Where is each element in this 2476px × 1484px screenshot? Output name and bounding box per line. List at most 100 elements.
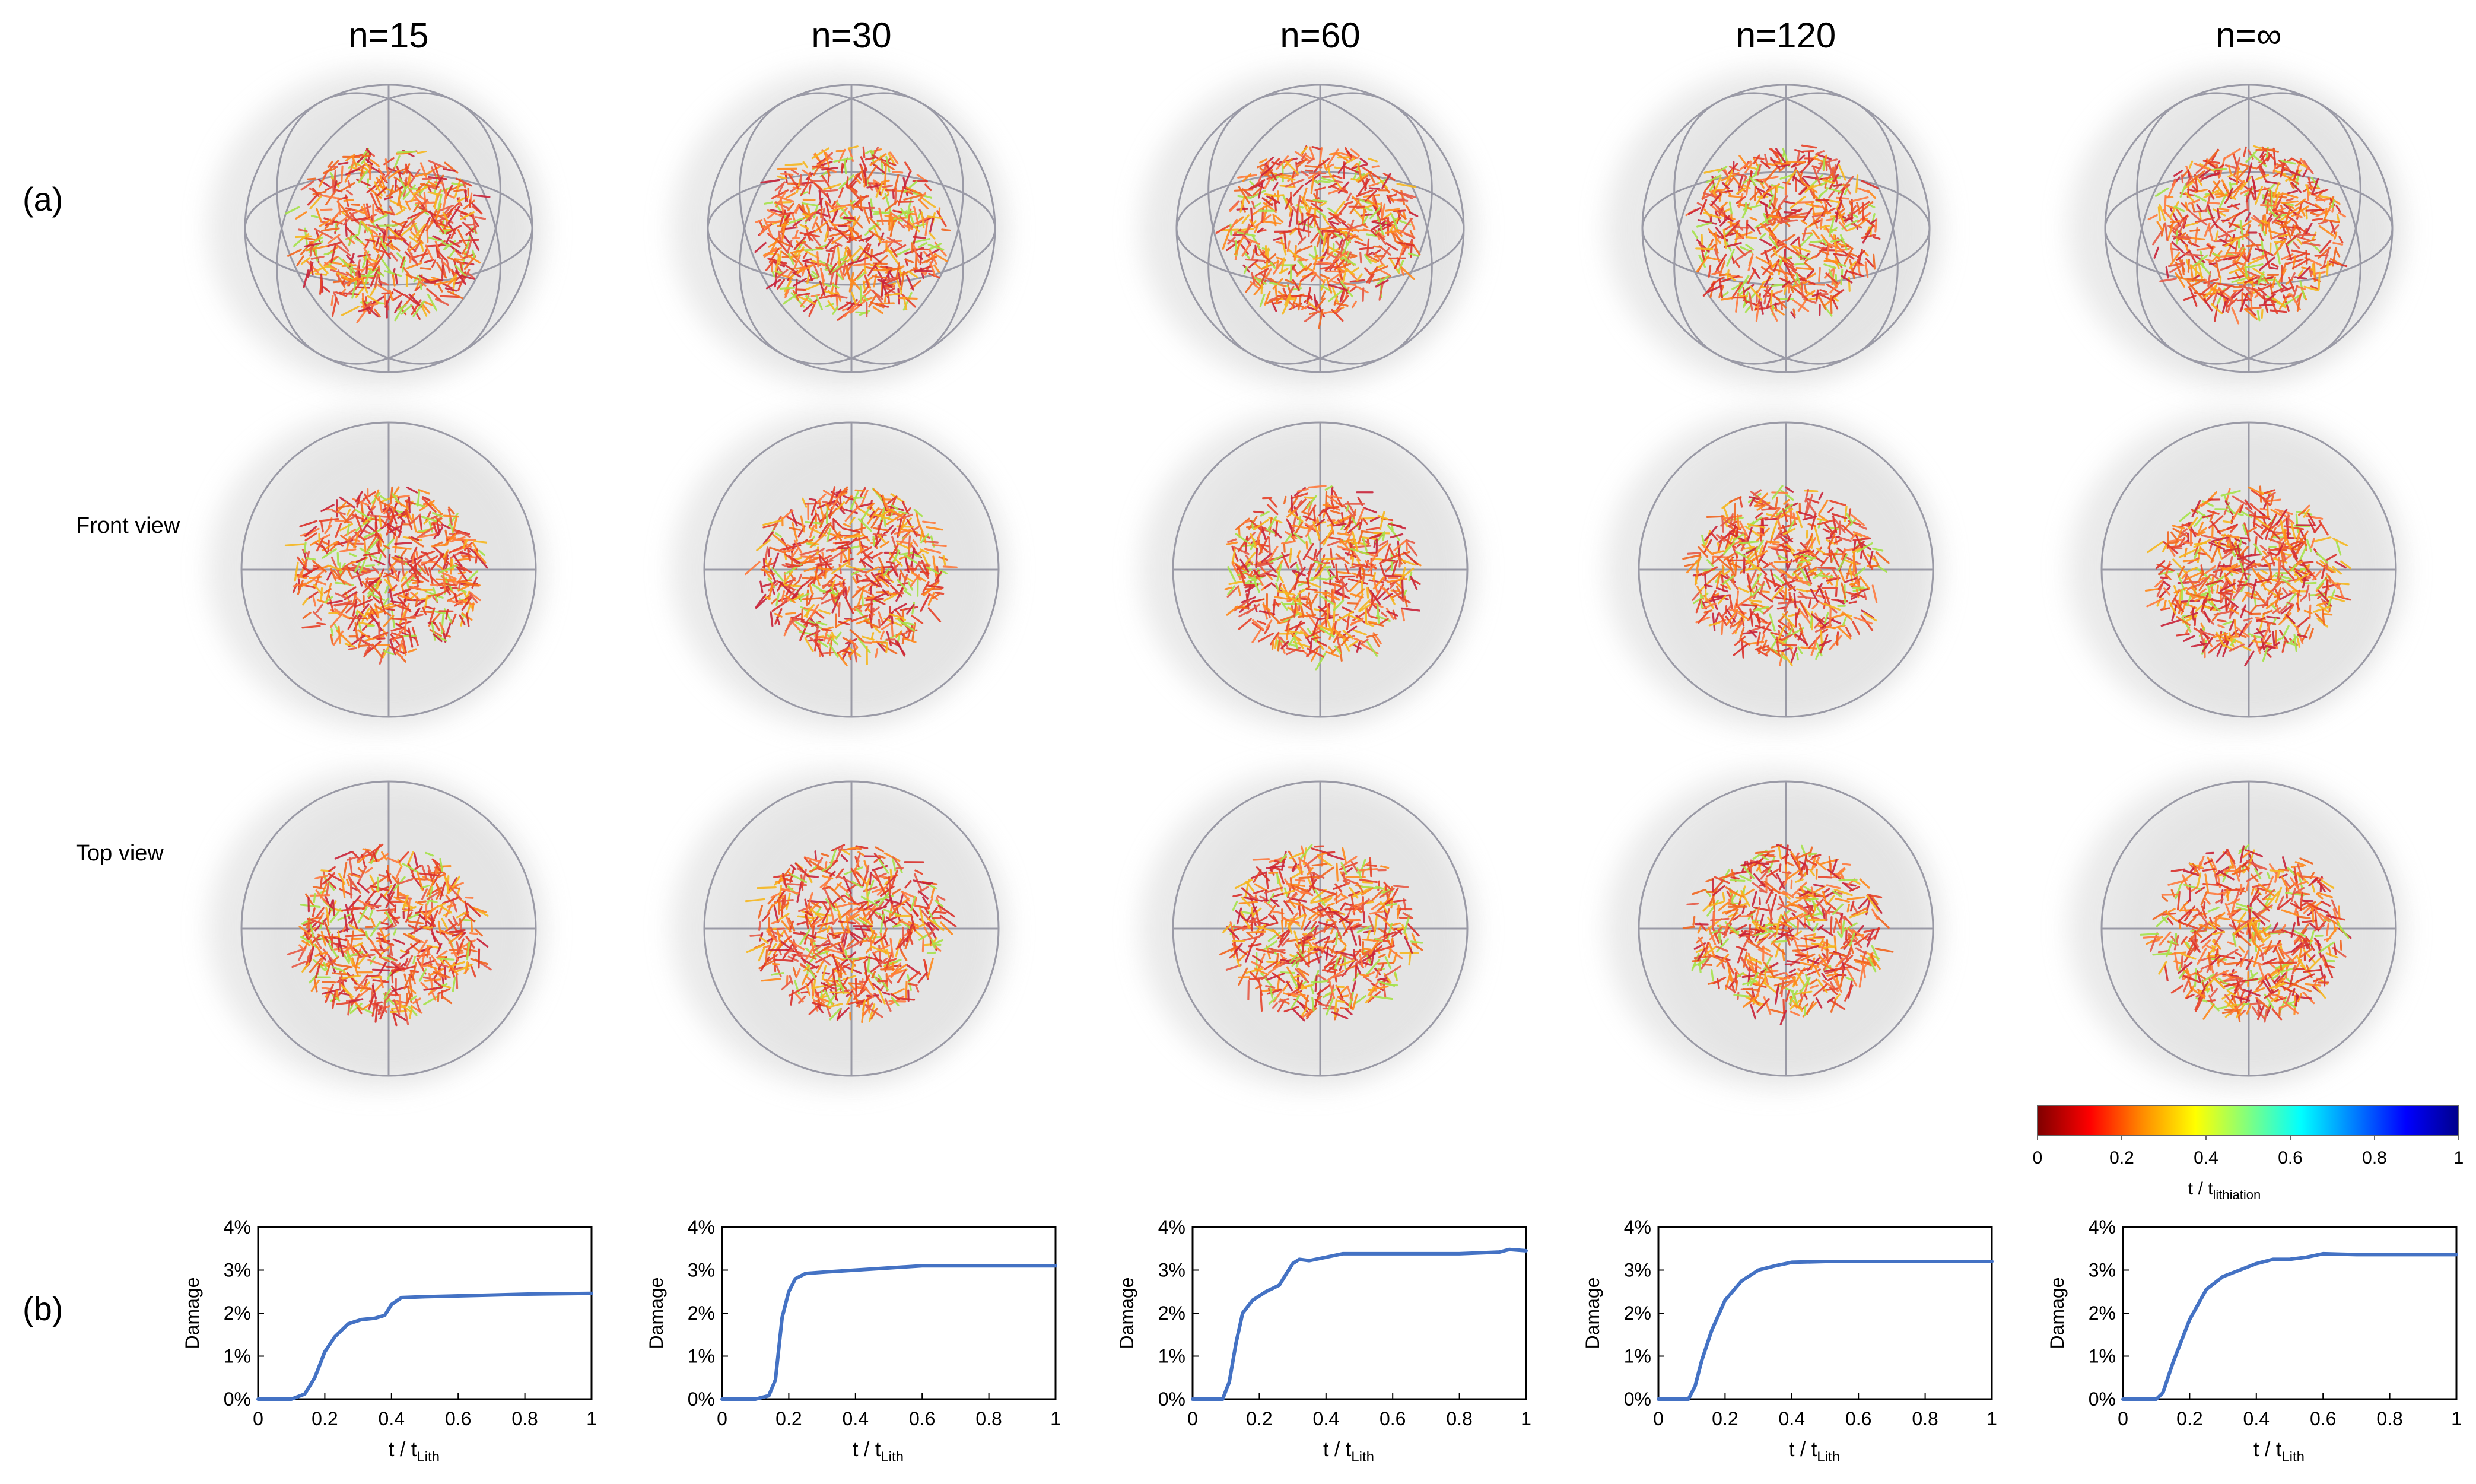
crack-segment (1285, 160, 1300, 175)
crack-segment (351, 280, 357, 299)
crack-segment (1269, 277, 1277, 284)
crack-segment (778, 230, 782, 243)
crack-segment (396, 495, 410, 498)
crack-segment (1388, 257, 1400, 274)
crack-segment (336, 215, 350, 226)
crack-segment (447, 256, 465, 265)
crack-segment (419, 281, 427, 287)
crack-segment (1728, 195, 1743, 198)
crack-segment (440, 295, 460, 298)
crack-segment (1317, 180, 1331, 183)
crack-segment (862, 295, 869, 301)
crack-segment (1277, 640, 1280, 652)
crack-segment (1785, 160, 1806, 164)
crack-segment (363, 203, 368, 218)
crack-segment (828, 238, 843, 247)
crack-segment (929, 216, 935, 233)
crack-segment (390, 244, 401, 252)
crack-segment (390, 251, 398, 262)
crack-segment (875, 182, 883, 198)
crack-segment (366, 178, 370, 189)
crack-segment (872, 536, 875, 546)
crack-segment (415, 173, 424, 177)
crack-segment (2164, 195, 2167, 214)
crack-segment (926, 248, 940, 257)
wireframe-meridian (276, 92, 501, 365)
crack-segment (1350, 148, 1360, 157)
crack-segment (1241, 214, 1250, 224)
crack-segment (417, 230, 424, 242)
crack-segment (441, 241, 450, 247)
sphere-render (2069, 69, 2405, 387)
crack-segment (415, 596, 418, 607)
crack-segment (1337, 238, 1344, 250)
crack-segment (374, 193, 382, 207)
crack-segment (2264, 214, 2267, 234)
crack-segment (872, 306, 883, 314)
crack-segment (431, 166, 437, 177)
crack-segment (367, 262, 376, 267)
crack-segment (444, 207, 451, 214)
crack-segment (355, 286, 371, 289)
crack-segment (395, 209, 405, 216)
crack-segment (815, 295, 823, 310)
crack-segment (1257, 180, 1264, 199)
crack-segment (463, 584, 480, 587)
crack-segment (405, 274, 408, 287)
crack-segment (410, 231, 424, 244)
crack-segment (371, 229, 378, 236)
crack-segment (1405, 539, 1408, 551)
crack-segment (900, 271, 905, 290)
crack-segment (384, 270, 402, 277)
crack-segment (1343, 201, 1353, 206)
crack-segment (1855, 174, 1859, 193)
crack-segment (887, 293, 891, 304)
row-label-top-view: Top view (76, 841, 164, 866)
crack-segment (352, 267, 363, 271)
crack-segment (434, 193, 438, 209)
crack-segment (843, 246, 848, 257)
crack-segment (1215, 224, 1231, 234)
crack-segment (838, 186, 844, 199)
crack-segment (862, 276, 873, 284)
crack-segment (867, 281, 872, 289)
crack-segment (872, 255, 882, 265)
crack-segment (342, 211, 355, 226)
crack-segment (821, 628, 832, 632)
crack-segment (789, 217, 807, 224)
crack-segment (430, 209, 437, 223)
crack-segment (829, 263, 837, 274)
crack-segment (842, 260, 847, 275)
crack-segment (1283, 544, 1286, 553)
crack-segment (1365, 253, 1380, 262)
crack-segment (867, 262, 878, 277)
crack-segment (379, 243, 392, 259)
crack-segment (389, 205, 395, 215)
crack-segment (804, 502, 821, 505)
crack-segment (462, 180, 466, 189)
crack-segment (828, 219, 838, 230)
crack-segment (1351, 163, 1368, 169)
crack-segment (1296, 208, 1299, 225)
crack-segment (897, 221, 905, 229)
sphere-render (1606, 411, 1942, 729)
crack-segment (338, 256, 349, 268)
crack-segment (377, 643, 390, 646)
crack-segment (898, 272, 901, 286)
crack-segment (767, 209, 783, 217)
crack-segment (430, 278, 444, 283)
crack-segment (393, 155, 401, 170)
crack-segment (407, 241, 412, 250)
crack-segment (810, 273, 818, 280)
sphere-render (209, 411, 545, 729)
crack-segment (1385, 242, 1398, 251)
crack-segment (903, 194, 923, 201)
crack-segment (824, 231, 828, 243)
crack-segment (918, 241, 928, 249)
crack-segment (341, 209, 351, 213)
crack-segment (889, 151, 899, 164)
crack-segment (451, 268, 456, 277)
crack-segment (2305, 208, 2325, 212)
crack-segment (2326, 260, 2329, 276)
crack-segment (810, 179, 825, 183)
